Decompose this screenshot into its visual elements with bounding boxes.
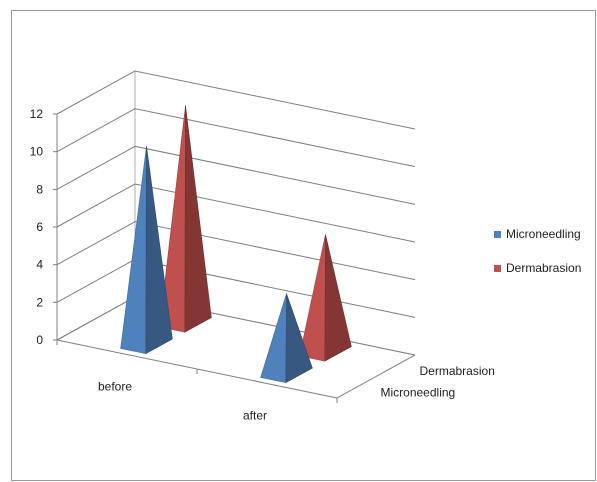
floor-right-edge [336, 354, 416, 399]
pyramid-microneedling-before-side [145, 145, 173, 355]
y-tick-label: 12 [30, 107, 44, 121]
y-tick-label: 8 [36, 182, 43, 196]
gridline [56, 145, 416, 205]
gridline [56, 108, 416, 168]
legend-swatch [494, 231, 501, 238]
x-tick-label: after [243, 409, 267, 423]
pyramid-microneedling-after-side [285, 293, 313, 384]
depth-axis-label: Dermabrasion [420, 364, 495, 378]
y-tick-label: 0 [36, 333, 43, 347]
y-tick-label: 2 [36, 295, 43, 309]
pyramid-microneedling-after-front [260, 293, 287, 384]
legend-label: Dermabrasion [506, 261, 581, 275]
pyramid-dermabrasion-before-side [184, 105, 212, 333]
y-tick-label: 10 [30, 145, 44, 159]
pyramid-dermabrasion-after-side [324, 234, 352, 362]
depth-axis-label: Microneedling [381, 385, 456, 399]
y-tick-label: 4 [36, 258, 43, 272]
x-tick-label: before [98, 380, 132, 394]
chart-frame [11, 10, 596, 481]
y-tick-label: 6 [36, 220, 43, 234]
pyramid-microneedling-before-front [120, 145, 147, 355]
legend-label: Microneedling [506, 227, 581, 241]
legend-swatch [494, 265, 501, 272]
gridline [56, 70, 416, 130]
gridline [56, 183, 416, 243]
